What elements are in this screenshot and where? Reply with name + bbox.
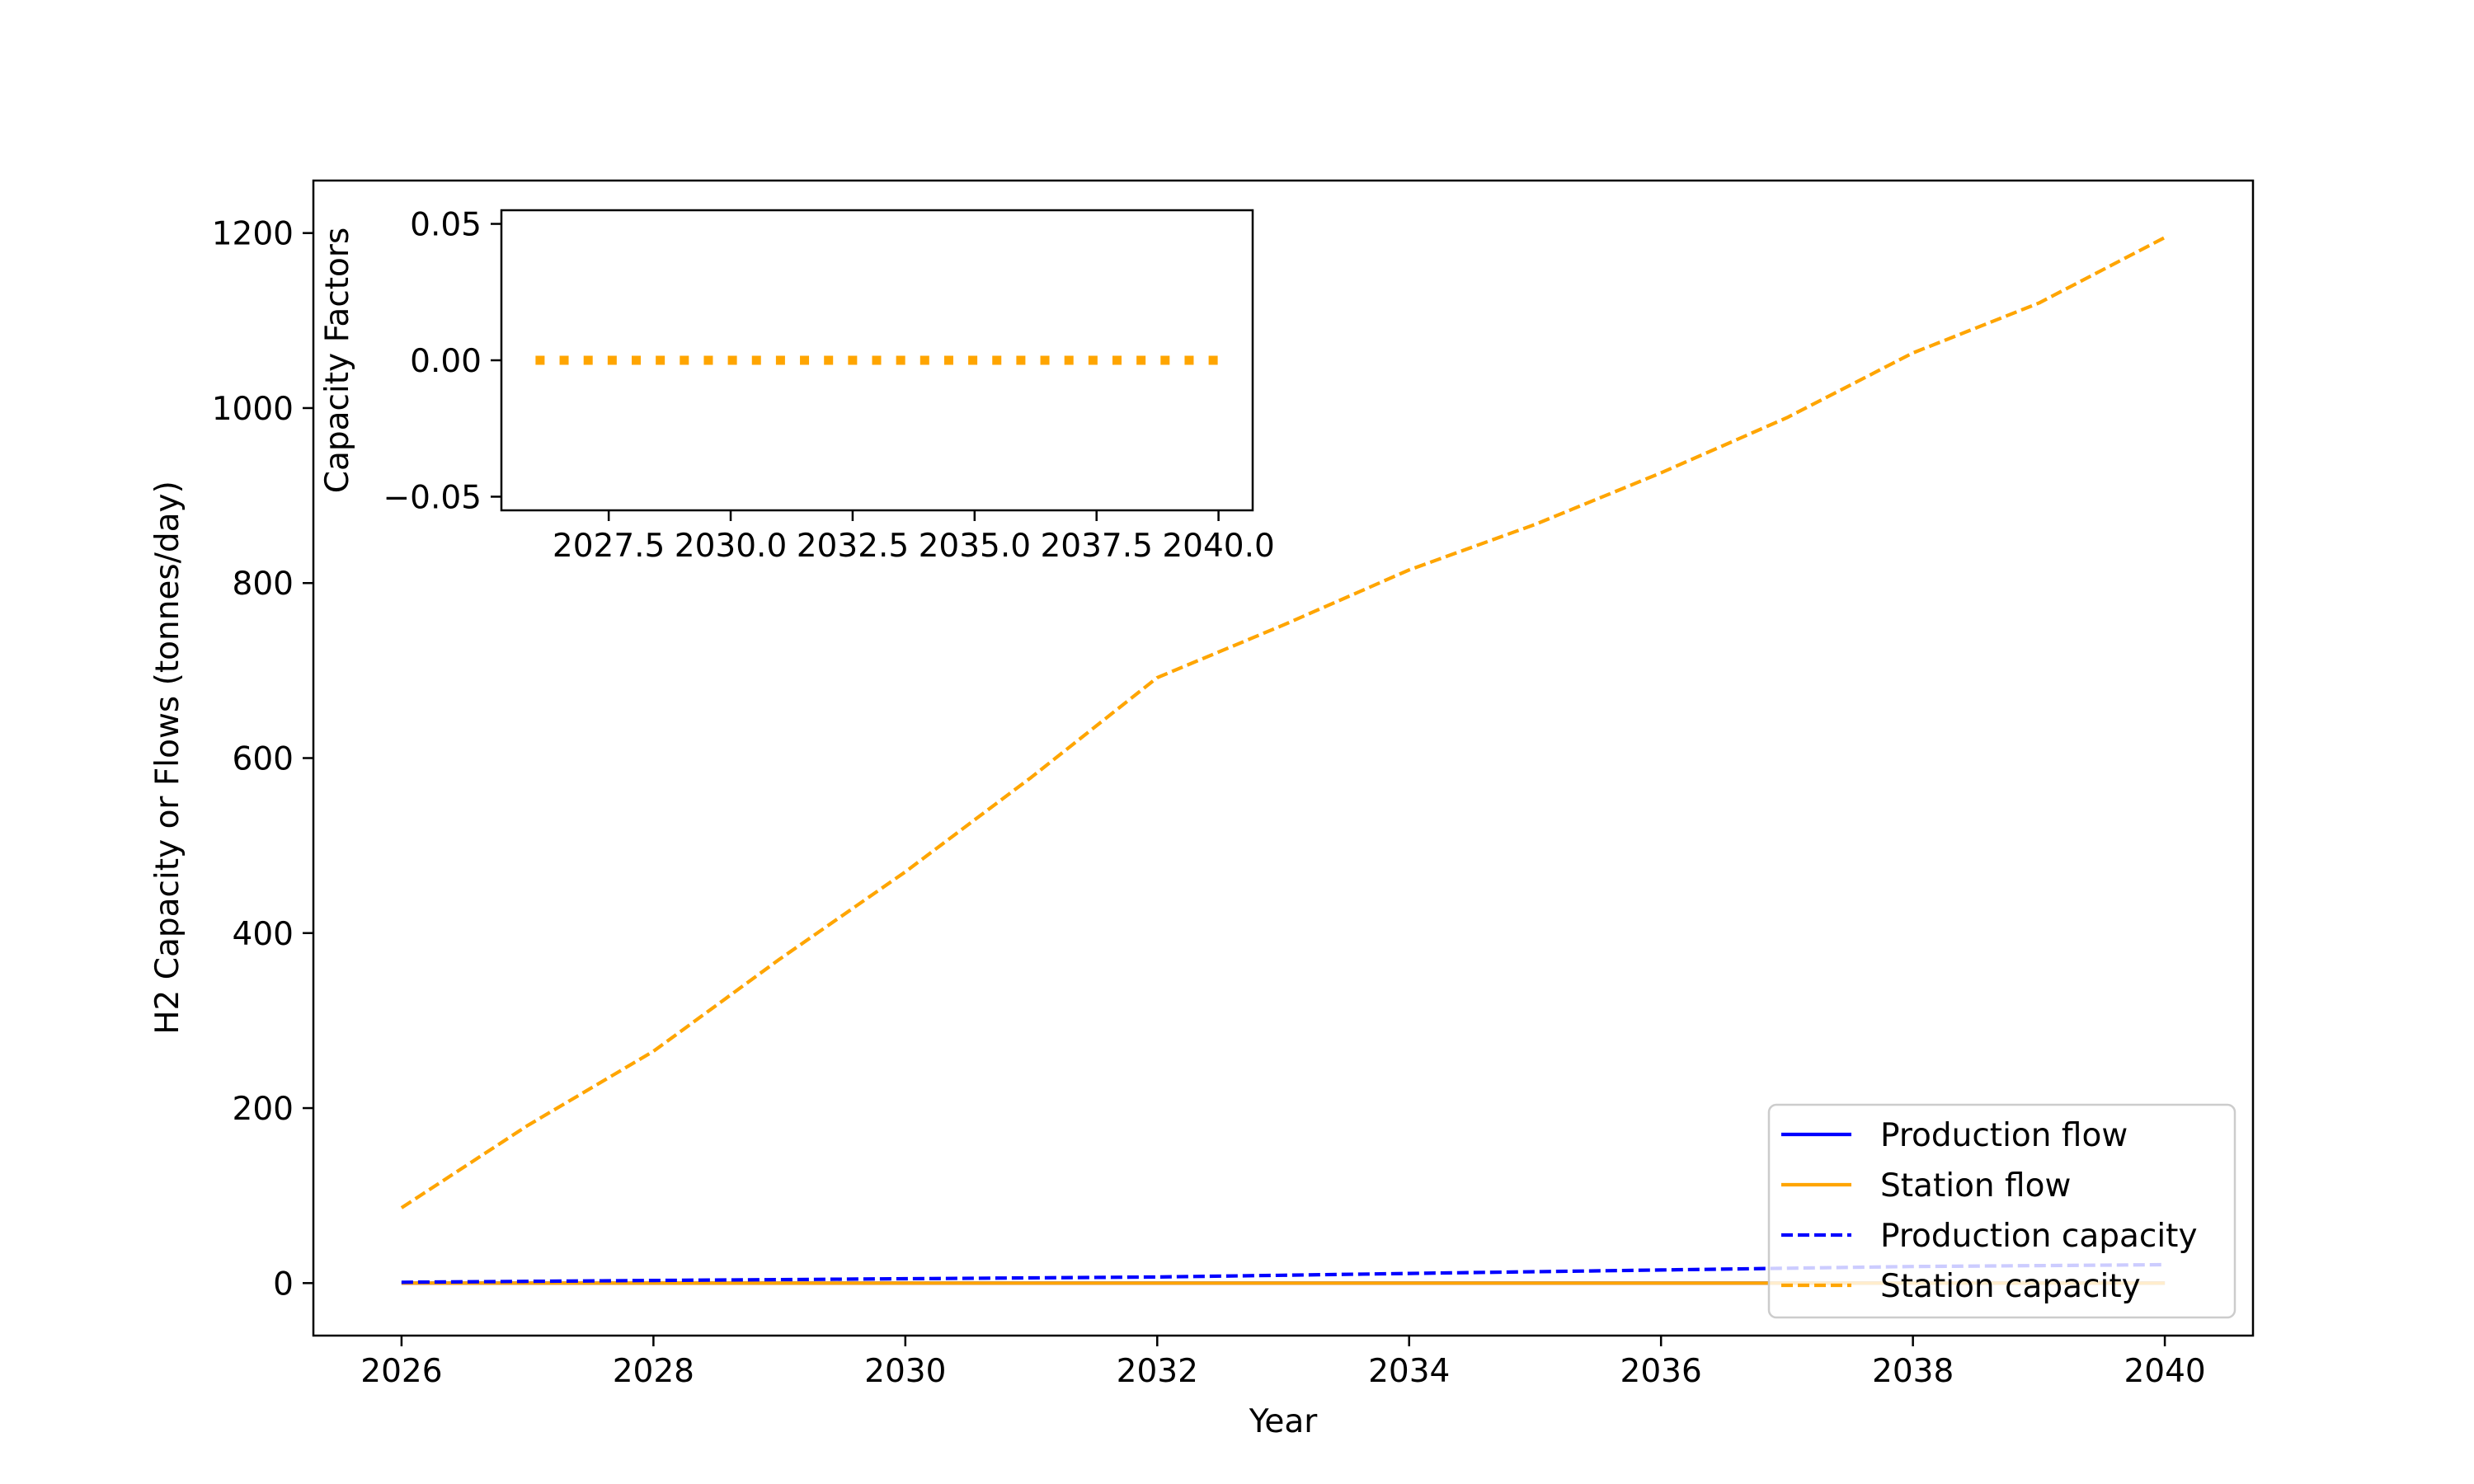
inset-x-tick-label: 2040.0: [1162, 528, 1274, 565]
inset-y-axis: 0.05 0.00 −0.05: [383, 207, 501, 516]
main-y-tick-label: 1000: [212, 391, 294, 428]
legend-items: Production flow Station flow Production ca…: [1781, 1117, 2198, 1305]
inset-y-tick-label: 0.05: [410, 207, 482, 244]
inset-x-axis: 2027.5 2030.0 2032.5 2035.0 2037.5 2040.0: [553, 510, 1275, 565]
inset-x-tick-label: 2030.0: [675, 528, 787, 565]
inset-x-tick-label: 2032.5: [797, 528, 909, 565]
legend-label: Production capacity: [1880, 1218, 2198, 1255]
main-x-tick-label: 2034: [1368, 1353, 1450, 1390]
main-x-tick-label: 2040: [2124, 1353, 2205, 1390]
main-y-axis-label: H2 Capacity or Flows (tonnes/day): [149, 481, 186, 1035]
inset-x-tick-label: 2037.5: [1040, 528, 1152, 565]
main-x-tick-label: 2036: [1620, 1353, 1702, 1390]
inset-y-tick-label: 0.00: [410, 343, 482, 380]
main-series-3-line: [400, 236, 2166, 1209]
main-y-tick-label: 800: [233, 566, 294, 603]
main-x-tick-label: 2030: [864, 1353, 946, 1390]
legend-label: Station capacity: [1880, 1268, 2141, 1305]
inset-y-axis-label: Capacity Factors: [319, 228, 356, 494]
inset-plot-area: 2027.5 2030.0 2032.5 2035.0 2037.5 2040.0 0.0…: [319, 207, 1275, 565]
inset-x-tick-label: 2027.5: [553, 528, 665, 565]
main-y-tick-label: 400: [233, 916, 294, 953]
chart-legend: Production flow Station flow Production ca…: [1767, 1103, 2236, 1319]
inset-y-tick-label: −0.05: [383, 479, 482, 516]
main-x-tick-label: 2028: [613, 1353, 694, 1390]
main-y-tick-label: 0: [273, 1266, 294, 1303]
main-y-axis: 0 200 400 600 800 1000 1200: [212, 216, 313, 1303]
main-x-axis: 2026 2028 2030 2032 2034 2036 2038 2040: [360, 1336, 2206, 1390]
main-x-tick-label: 2032: [1117, 1353, 1198, 1390]
main-x-tick-label: 2038: [1872, 1353, 1954, 1390]
legend-box: [1767, 1103, 2236, 1319]
main-x-tick-label: 2026: [360, 1353, 442, 1390]
main-y-tick-label: 200: [233, 1091, 294, 1128]
main-x-axis-label: Year: [1249, 1403, 1319, 1440]
legend-label: Production flow: [1880, 1117, 2128, 1154]
main-y-tick-label: 600: [233, 741, 294, 778]
inset-x-tick-label: 2035.0: [919, 528, 1031, 565]
main-y-tick-label: 1200: [212, 216, 294, 253]
legend-label: Station flow: [1880, 1167, 2071, 1205]
